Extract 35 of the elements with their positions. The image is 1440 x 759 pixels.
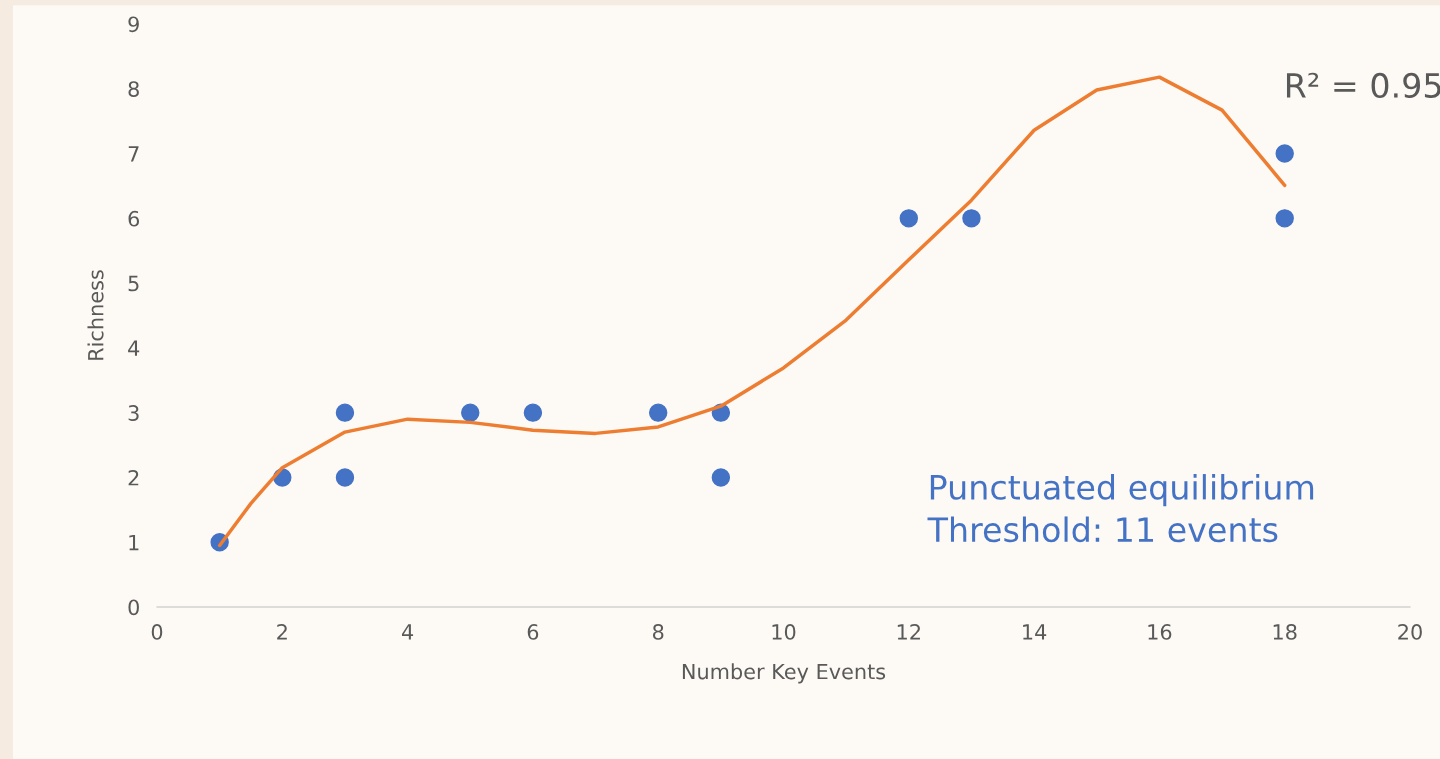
y-tick-label: 9 <box>128 16 139 33</box>
point <box>899 209 919 228</box>
x-tick-label: 10 <box>772 624 796 640</box>
x-tick-label: 16 <box>1148 624 1172 640</box>
annotation: R² = 0.95 <box>1286 72 1440 98</box>
y-tick-label: 2 <box>128 469 139 486</box>
x-tick-label: 14 <box>1023 624 1047 640</box>
x-tick-label: 2 <box>277 624 287 640</box>
x-tick-label: 20 <box>1398 624 1422 640</box>
point <box>461 403 480 422</box>
point <box>335 468 355 487</box>
x-tick-label: 12 <box>897 624 920 640</box>
y-tick-label: 8 <box>128 81 139 97</box>
point <box>711 468 731 487</box>
y-tick-label: 7 <box>128 146 139 162</box>
x-tick-label: 18 <box>1273 624 1297 640</box>
point <box>962 209 981 228</box>
y-tick-label: 0 <box>128 599 139 616</box>
y-tick-label: 5 <box>128 275 139 292</box>
point <box>1275 144 1294 163</box>
x-tick-label: 0 <box>151 624 163 640</box>
x-tick-label: 4 <box>401 624 414 640</box>
y-tick-label: 6 <box>128 210 140 227</box>
y-tick-label: 3 <box>128 405 139 421</box>
point <box>648 403 668 422</box>
x-axis-title: Number Key Events <box>682 663 886 684</box>
annotation: Punctuated equilibrium Threshold: 11 events <box>927 474 1314 543</box>
point <box>523 403 543 422</box>
x-tick-label: 6 <box>527 624 539 640</box>
point <box>335 403 355 422</box>
y-tick-label: 4 <box>128 340 140 356</box>
x-tick-label: 8 <box>652 624 664 640</box>
y-tick-label: 1 <box>129 534 139 551</box>
y-axis-title: Richness <box>87 270 104 360</box>
point <box>1275 209 1294 228</box>
